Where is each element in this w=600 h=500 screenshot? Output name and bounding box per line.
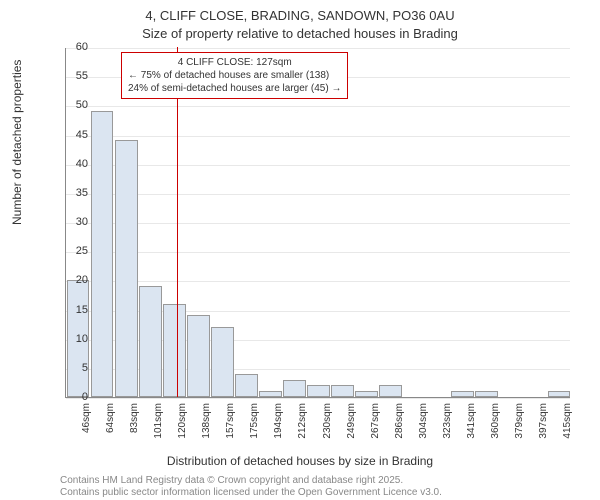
x-tick-label: 286sqm [394, 403, 405, 445]
x-tick-label: 138sqm [201, 403, 212, 445]
x-tick-label: 249sqm [346, 403, 357, 445]
y-tick-label: 40 [63, 158, 88, 170]
y-tick-label: 25 [63, 245, 88, 257]
histogram-bar [548, 391, 571, 397]
gridline [66, 194, 570, 195]
y-tick-label: 0 [63, 391, 88, 403]
footer-line-1: Contains HM Land Registry data © Crown c… [60, 475, 403, 486]
histogram-bar [235, 374, 258, 397]
x-tick-label: 267sqm [370, 403, 381, 445]
x-tick-label: 101sqm [153, 403, 164, 445]
x-tick-label: 341sqm [466, 403, 477, 445]
x-tick-label: 360sqm [490, 403, 501, 445]
x-tick-label: 46sqm [81, 403, 92, 445]
annotation-line-2: 24% of semi-detached houses are larger (… [128, 82, 341, 95]
histogram-bar [379, 385, 402, 397]
gridline [66, 398, 570, 399]
x-axis-label: Distribution of detached houses by size … [0, 454, 600, 468]
x-tick-label: 397sqm [538, 403, 549, 445]
gridline [66, 48, 570, 49]
gridline [66, 281, 570, 282]
x-tick-label: 175sqm [249, 403, 260, 445]
x-tick-label: 157sqm [225, 403, 236, 445]
histogram-bar [163, 304, 186, 397]
y-tick-label: 35 [63, 187, 88, 199]
y-tick-label: 50 [63, 99, 88, 111]
histogram-bar [283, 380, 306, 398]
gridline [66, 252, 570, 253]
histogram-bar [355, 391, 378, 397]
gridline [66, 106, 570, 107]
histogram-bar [139, 286, 162, 397]
x-tick-label: 83sqm [129, 403, 140, 445]
gridline [66, 223, 570, 224]
x-tick-label: 64sqm [105, 403, 116, 445]
histogram-bar [475, 391, 498, 397]
gridline [66, 165, 570, 166]
annotation-title: 4 CLIFF CLOSE: 127sqm [128, 56, 341, 69]
x-tick-label: 415sqm [562, 403, 573, 445]
histogram-bar [307, 385, 330, 397]
histogram-bar [91, 111, 114, 397]
x-tick-label: 304sqm [418, 403, 429, 445]
histogram-bar [259, 391, 282, 397]
annotation-box: 4 CLIFF CLOSE: 127sqm← 75% of detached h… [121, 52, 348, 99]
plot-area: 4 CLIFF CLOSE: 127sqm← 75% of detached h… [65, 48, 570, 398]
annotation-line-1: ← 75% of detached houses are smaller (13… [128, 69, 341, 82]
footer-line-2: Contains public sector information licen… [60, 487, 442, 498]
histogram-bar [331, 385, 354, 397]
y-tick-label: 10 [63, 333, 88, 345]
y-tick-label: 30 [63, 216, 88, 228]
y-tick-label: 45 [63, 129, 88, 141]
histogram-bar [115, 140, 138, 397]
reference-line [177, 47, 178, 397]
y-tick-label: 20 [63, 274, 88, 286]
y-tick-label: 5 [63, 362, 88, 374]
chart-title-sub: Size of property relative to detached ho… [0, 26, 600, 41]
x-tick-label: 194sqm [273, 403, 284, 445]
histogram-bar [451, 391, 474, 397]
histogram-bar [211, 327, 234, 397]
y-tick-label: 60 [63, 41, 88, 53]
y-tick-label: 55 [63, 70, 88, 82]
y-axis-label: Number of detached properties [10, 60, 24, 225]
x-tick-label: 230sqm [322, 403, 333, 445]
chart-title-main: 4, CLIFF CLOSE, BRADING, SANDOWN, PO36 0… [0, 8, 600, 23]
histogram-bar [187, 315, 210, 397]
gridline [66, 136, 570, 137]
x-tick-label: 323sqm [442, 403, 453, 445]
y-tick-label: 15 [63, 304, 88, 316]
x-tick-label: 379sqm [514, 403, 525, 445]
x-tick-label: 212sqm [297, 403, 308, 445]
x-tick-label: 120sqm [177, 403, 188, 445]
